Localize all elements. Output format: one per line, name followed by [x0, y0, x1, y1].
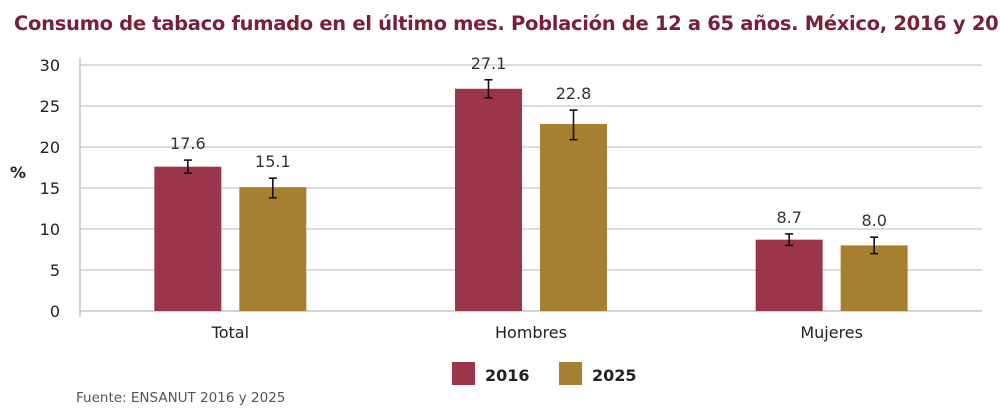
data-label: 8.0: [861, 211, 886, 230]
y-tick-label: 30: [40, 56, 60, 75]
bar-2016: [455, 88, 522, 311]
y-tick-label: 25: [40, 97, 60, 116]
bar-2016: [154, 166, 222, 311]
legend-label: 2016: [485, 366, 530, 385]
x-category-label: Hombres: [495, 323, 567, 342]
data-label: 15.1: [255, 152, 291, 171]
y-axis-label: %: [10, 163, 26, 182]
y-tick-label: 0: [50, 302, 60, 321]
x-category-label: Mujeres: [800, 323, 863, 342]
legend-label: 2025: [592, 366, 637, 385]
legend-swatch-2025: [559, 362, 582, 385]
y-tick-label: 20: [40, 138, 60, 157]
x-category-label: Total: [211, 323, 249, 342]
bar-2025: [540, 124, 607, 311]
y-tick-label: 5: [50, 261, 60, 280]
bar-2016: [755, 239, 823, 311]
chart-title: Consumo de tabaco fumado en el último me…: [14, 12, 1000, 35]
y-tick-label: 15: [40, 179, 60, 198]
source-note: Fuente: ENSANUT 2016 y 2025: [76, 390, 286, 406]
legend-swatch-2016: [452, 362, 475, 385]
bar-2025: [840, 245, 908, 311]
bar-2025: [239, 187, 307, 311]
data-label: 27.1: [471, 54, 507, 73]
data-label: 8.7: [776, 208, 801, 227]
data-label: 17.6: [170, 134, 206, 153]
y-tick-label: 10: [40, 220, 60, 239]
data-label: 22.8: [556, 84, 592, 103]
